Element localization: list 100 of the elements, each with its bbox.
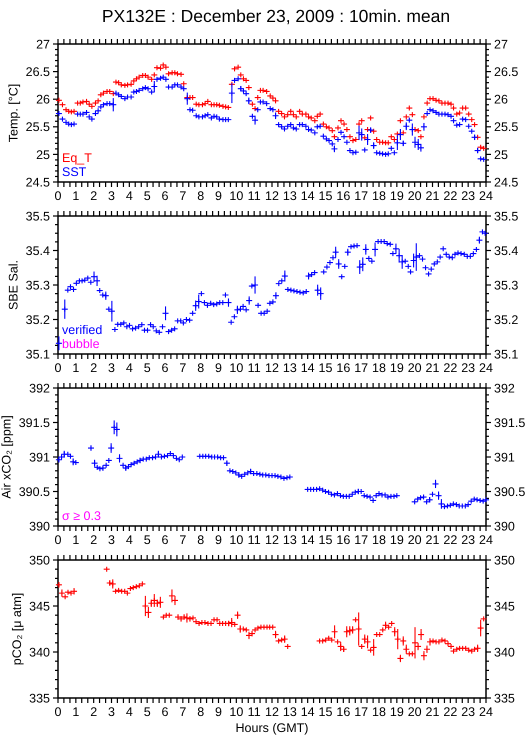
x-tick-label: 7 bbox=[179, 533, 186, 547]
x-tick-label: 16 bbox=[336, 361, 350, 375]
x-tick-label: 8 bbox=[197, 705, 204, 719]
x-tick-label: 9 bbox=[215, 533, 222, 547]
x-tick-label: 13 bbox=[282, 189, 297, 203]
y-tick-label: 391.5 bbox=[18, 416, 50, 430]
x-tick-label: 4 bbox=[126, 361, 133, 375]
x-tick-label: 23 bbox=[461, 705, 476, 719]
x-tick-label: 3 bbox=[108, 533, 116, 547]
y-axis-title: Air xCO₂ [ppm] bbox=[0, 415, 14, 499]
x-tick-label: 0 bbox=[54, 533, 62, 547]
x-tick-label: 11 bbox=[248, 361, 261, 375]
x-tick-label: 18 bbox=[372, 705, 386, 719]
x-tick-label: 17 bbox=[354, 705, 368, 719]
y2-tick-label: 26.5 bbox=[494, 64, 518, 79]
x-tick-label: 5 bbox=[144, 189, 151, 203]
x-tick-label: 17 bbox=[354, 361, 368, 375]
y-tick-label: 25.5 bbox=[26, 120, 50, 134]
x-tick-label: 0 bbox=[54, 189, 62, 203]
y2-tick-label: 35.5 bbox=[494, 209, 518, 224]
x-tick-label: 20 bbox=[408, 361, 422, 375]
x-tick-label: 9 bbox=[215, 189, 222, 203]
y2-tick-label: 390 bbox=[494, 519, 515, 534]
x-tick-label: 18 bbox=[372, 533, 386, 547]
x-tick-label: 12 bbox=[265, 189, 279, 203]
x-tick-label: 1 bbox=[72, 361, 80, 375]
x-tick-label: 22 bbox=[443, 361, 458, 375]
y2-tick-label: 26 bbox=[494, 92, 508, 107]
y2-tick-label: 35.1 bbox=[494, 347, 518, 362]
x-tick-label: 12 bbox=[265, 705, 279, 719]
x-tick-label: 20 bbox=[408, 705, 422, 719]
x-tick-label: 17 bbox=[354, 189, 368, 203]
y2-tick-label: 391 bbox=[494, 450, 515, 464]
x-tick-label: 4 bbox=[126, 533, 133, 547]
x-tick-label: 6 bbox=[162, 533, 169, 547]
y-tick-label: 350 bbox=[29, 553, 50, 568]
y2-tick-label: 25.5 bbox=[494, 120, 518, 134]
x-tick-label: 5 bbox=[144, 533, 151, 547]
x-tick-label: 1 bbox=[72, 705, 80, 719]
x-tick-label: 22 bbox=[443, 189, 458, 203]
y2-tick-label: 335 bbox=[494, 691, 515, 706]
x-tick-label: 2 bbox=[90, 705, 98, 719]
x-tick-label: 10 bbox=[229, 533, 244, 547]
x-tick-label: 11 bbox=[248, 189, 261, 203]
y2-tick-label: 35.2 bbox=[494, 312, 518, 327]
x-tick-label: 15 bbox=[318, 361, 332, 375]
x-tick-label: 11 bbox=[248, 533, 261, 547]
x-tick-label: 7 bbox=[179, 189, 186, 203]
x-tick-label: 20 bbox=[408, 533, 422, 547]
y-tick-label: 35.5 bbox=[26, 209, 50, 224]
x-tick-label: 14 bbox=[300, 533, 315, 547]
x-tick-label: 23 bbox=[461, 533, 476, 547]
y2-tick-label: 390.5 bbox=[494, 484, 526, 499]
x-tick-label: 22 bbox=[443, 705, 458, 719]
y2-tick-label: 27 bbox=[494, 37, 508, 52]
chart-title: PX132E : December 23, 2009 : 10min. mean bbox=[102, 6, 450, 26]
x-tick-label: 9 bbox=[215, 705, 222, 719]
x-tick-label: 15 bbox=[318, 533, 332, 547]
x-tick-label: 8 bbox=[197, 533, 204, 547]
x-tick-label: 24 bbox=[479, 189, 493, 203]
x-tick-label: 6 bbox=[162, 189, 169, 203]
x-tick-label: 11 bbox=[248, 705, 261, 719]
x-tick-label: 16 bbox=[336, 705, 350, 719]
x-tick-label: 19 bbox=[390, 533, 404, 547]
y-tick-label: 390.5 bbox=[18, 484, 50, 499]
y-tick-label: 35.4 bbox=[26, 244, 50, 258]
x-tick-label: 10 bbox=[229, 189, 244, 203]
x-tick-label: 14 bbox=[300, 705, 315, 719]
y-tick-label: 392 bbox=[29, 381, 50, 396]
y2-tick-label: 35.4 bbox=[494, 244, 518, 258]
y-tick-label: 26.5 bbox=[26, 64, 50, 79]
x-tick-label: 17 bbox=[354, 533, 368, 547]
x-tick-label: 1 bbox=[72, 533, 80, 547]
y2-tick-label: 392 bbox=[494, 381, 515, 396]
x-tick-label: 18 bbox=[372, 361, 386, 375]
y-tick-label: 345 bbox=[29, 599, 50, 614]
x-tick-label: 22 bbox=[443, 533, 458, 547]
x-tick-label: 7 bbox=[179, 361, 186, 375]
x-tick-label: 7 bbox=[179, 705, 186, 719]
x-tick-label: 6 bbox=[162, 361, 169, 375]
x-tick-label: 4 bbox=[126, 705, 133, 719]
y-tick-label: 35.1 bbox=[26, 347, 50, 362]
x-tick-label: 2 bbox=[90, 533, 98, 547]
x-tick-label: 18 bbox=[372, 189, 386, 203]
series-label: verified bbox=[62, 323, 102, 337]
y2-tick-label: 350 bbox=[494, 553, 515, 568]
x-tick-label: 19 bbox=[390, 361, 404, 375]
x-tick-label: 15 bbox=[318, 189, 332, 203]
y-axis-title: Temp. [°C] bbox=[6, 84, 21, 142]
y-tick-label: 26 bbox=[36, 92, 50, 107]
legend-label: bubble bbox=[62, 337, 100, 351]
y2-tick-label: 24.5 bbox=[494, 175, 518, 190]
x-tick-label: 5 bbox=[144, 361, 151, 375]
x-tick-label: 3 bbox=[108, 705, 116, 719]
x-tick-label: 16 bbox=[336, 189, 350, 203]
x-tick-label: 19 bbox=[390, 705, 404, 719]
x-tick-label: 4 bbox=[126, 189, 133, 203]
x-tick-label: 8 bbox=[197, 361, 204, 375]
x-tick-label: 21 bbox=[426, 533, 440, 547]
y2-tick-label: 25 bbox=[494, 148, 508, 162]
